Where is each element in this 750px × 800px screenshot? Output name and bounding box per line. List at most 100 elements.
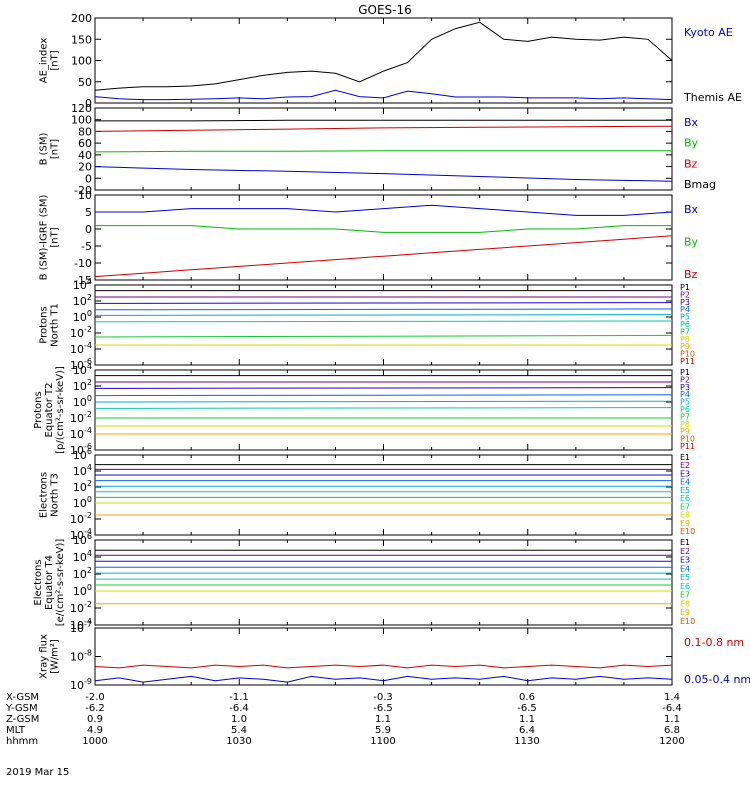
y-tick-label: 104 [73, 277, 92, 292]
orbit-value: 1130 [514, 736, 539, 747]
orbit-row-label: MLT [6, 725, 26, 736]
y-tick-label: 10-4 [70, 617, 92, 632]
legend-entry: E5 [680, 486, 690, 495]
y-tick-label: 106 [73, 532, 92, 547]
series-line [94, 314, 673, 316]
y-tick-label: 5 [85, 206, 92, 219]
orbit-value: 1.1 [664, 714, 680, 725]
series-line [94, 675, 673, 683]
legend-entry: Themis AE [683, 91, 742, 104]
orbit-value: -0.3 [373, 692, 393, 703]
y-tick-label: 80 [78, 125, 92, 138]
y-tick-label: 100 [71, 55, 92, 68]
y-tick-label: 102 [73, 479, 92, 494]
y-tick-label: 100 [73, 309, 92, 324]
series-line [95, 204, 673, 216]
y-axis-label: B (SM) [39, 132, 50, 165]
legend-entry: E8 [680, 511, 690, 520]
legend-entry: E3 [680, 469, 690, 478]
legend-entry: 0.05-0.4 nm [684, 673, 750, 686]
legend-entry: P2 [680, 375, 690, 384]
legend-entry: P1 [680, 368, 690, 377]
legend-entry: E1 [680, 538, 690, 547]
legend-entry: Kyoto AE [684, 26, 733, 39]
y-tick-label: 102 [73, 378, 92, 393]
orbit-value: 1000 [82, 736, 107, 747]
legend-entry: E4 [680, 478, 690, 487]
y-axis-label: Equator T2 [44, 383, 55, 438]
y-axis-label: North T1 [50, 303, 61, 347]
legend-entry: P9 [680, 342, 690, 351]
y-tick-label: 10-2 [70, 600, 92, 615]
y-tick-label: 50 [78, 76, 92, 89]
orbit-value: 1.4 [664, 692, 680, 703]
orbit-row-label: Z-GSM [6, 714, 39, 725]
series-line [94, 21, 673, 91]
legend-entry: P11 [680, 442, 695, 451]
legend-entry: By [684, 137, 699, 150]
y-tick-label: 102 [73, 293, 92, 308]
legend-entry: E2 [680, 547, 690, 556]
orbit-value: 1100 [370, 736, 395, 747]
y-axis-label: [nT] [50, 227, 61, 247]
series-line [94, 235, 673, 278]
legend-entry: P2 [680, 290, 690, 299]
y-axis-label: Protons [33, 391, 44, 428]
legend-entry: E10 [680, 617, 695, 626]
series-line [94, 308, 673, 311]
orbit-value: 1.1 [375, 714, 391, 725]
y-axis-label: AE_index [39, 38, 50, 84]
legend-entry: P4 [680, 305, 690, 314]
series-line [94, 400, 673, 403]
y-axis-label: North T3 [50, 473, 61, 517]
legend-entry: Bz [684, 157, 698, 170]
y-tick-label: 40 [78, 149, 92, 162]
orbit-value: 6.4 [519, 725, 535, 736]
legend-entry: E9 [680, 519, 690, 528]
series-line [94, 394, 673, 397]
y-tick-label: 100 [73, 583, 92, 598]
y-tick-label: 104 [73, 362, 92, 377]
legend-entry: Bx [684, 116, 699, 129]
y-tick-label: 0 [85, 223, 92, 236]
y-axis-label: [nT] [50, 139, 61, 159]
legend-entry: E10 [680, 527, 695, 536]
panel-frame [94, 539, 673, 626]
legend-entry: E7 [680, 591, 690, 600]
series-line [94, 387, 673, 389]
series-line [94, 150, 672, 153]
panel-1: 0 50 100 150 200 AE_index [nT] Kyoto AE Themis A… [39, 12, 742, 110]
legend-entry: P9 [680, 427, 690, 436]
y-tick-label: 100 [71, 114, 92, 127]
y-tick-label: 120 [71, 102, 92, 115]
legend-entry: P8 [680, 420, 690, 429]
series-line [95, 119, 672, 122]
y-tick-label: 10-4 [70, 527, 92, 542]
orbit-value: 1.0 [231, 714, 247, 725]
legend-entry: By [684, 236, 699, 249]
orbit-value: 5.4 [231, 725, 247, 736]
series-line [94, 166, 673, 182]
orbit-value: 4.9 [87, 725, 103, 736]
legend-entry: P6 [680, 320, 690, 329]
orbit-table: X-GSM -2.0 -1.1 -0.3 0.6 1.4 Y-GSM -6.2 -6.4 -6.5… [5, 692, 685, 747]
series-line [94, 125, 673, 132]
orbit-value: 0.6 [519, 692, 535, 703]
orbit-value: 1200 [659, 736, 684, 747]
y-tick-label: 100 [73, 394, 92, 409]
legend-entry: P4 [680, 390, 690, 399]
legend-entry: Bx [684, 203, 699, 216]
orbit-value: -6.5 [373, 703, 393, 714]
legend-entry: E2 [680, 461, 690, 470]
y-tick-label: -20 [74, 184, 92, 197]
y-tick-label: 10-2 [70, 410, 92, 425]
y-tick-label: 60 [78, 137, 92, 150]
y-tick-label: 150 [71, 33, 92, 46]
y-tick-label: 10 [78, 189, 92, 202]
y-tick-label: 10-4 [70, 426, 92, 441]
y-axis-label: Electrons [33, 559, 44, 605]
legend-entry: P1 [680, 283, 690, 292]
legend-entry: Bmag [684, 178, 716, 191]
